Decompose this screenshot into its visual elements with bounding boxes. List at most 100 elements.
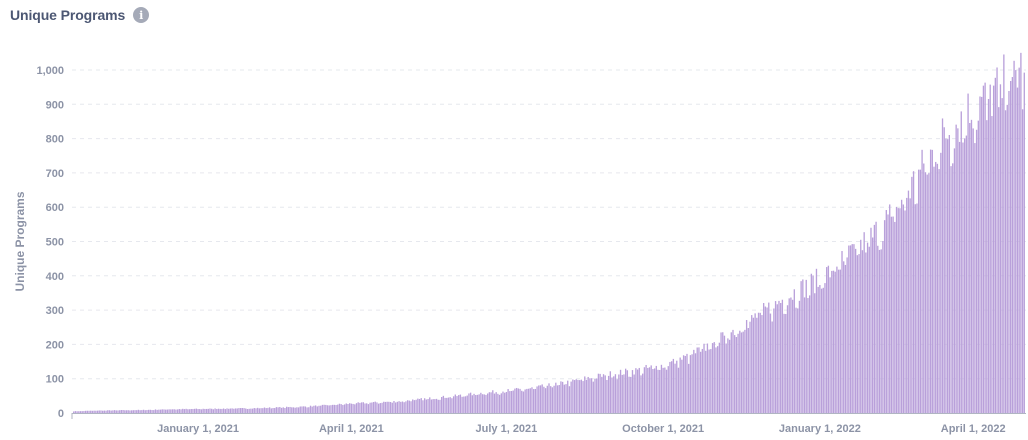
bar [887,214,889,413]
bar [996,67,998,413]
bar [762,303,765,413]
bar [984,82,986,413]
bar [982,85,985,413]
bar [991,116,993,414]
bar [716,346,719,413]
bar [289,406,291,413]
bar [219,408,221,413]
bar [401,401,404,413]
bar [596,378,598,413]
bar [972,128,974,414]
bar [783,313,785,413]
bar [865,252,867,413]
bar [926,174,928,413]
y-tick-label: 200 [46,339,64,351]
bar [739,330,741,413]
bar [464,396,467,413]
bar [303,406,305,413]
bar [81,411,83,413]
bar [338,403,341,413]
bar [388,401,390,413]
bar [638,367,640,413]
bar [628,376,630,413]
bar [444,397,446,413]
bar [619,369,622,413]
bar [192,408,194,413]
bar [751,315,753,413]
bar [696,347,698,413]
bar [1001,98,1003,414]
bar [568,386,571,413]
bar [785,313,787,413]
bar [469,392,472,413]
bar [197,409,199,413]
bar [701,348,703,413]
bar [452,396,455,413]
bar [498,394,501,413]
bar [497,393,499,413]
bar [560,381,562,413]
card-title[interactable]: Unique Programs [10,7,126,23]
bar [798,300,801,413]
bar [493,393,496,413]
bar [406,400,409,413]
bar [521,390,523,413]
bar [708,349,710,413]
bar [331,404,334,413]
bar [640,375,642,413]
bar [851,244,853,413]
bar [76,411,78,413]
bar [328,405,330,413]
bar [761,315,763,413]
bar [948,135,950,413]
bar [814,293,816,413]
bar [655,365,657,413]
bar [451,398,453,413]
bar [875,221,877,413]
bar [749,321,751,413]
bar [756,317,758,413]
bar [468,393,470,413]
bar [91,410,94,413]
bar [146,410,148,413]
bar [323,404,325,413]
bar [817,286,819,413]
bar [894,221,896,413]
bar [778,300,780,413]
bar [614,374,617,413]
bar [120,410,123,413]
bar [403,402,405,413]
bar [604,375,606,413]
bar [853,244,855,413]
bar [481,394,484,413]
bar [909,198,911,413]
bar [505,391,508,413]
bar [418,398,421,413]
bar [296,407,298,413]
bar [168,409,170,413]
bar [429,397,431,413]
bar [889,204,891,413]
bar [868,246,870,413]
bar [878,249,881,413]
bar [994,77,996,413]
bar [376,402,378,413]
bar [672,358,675,413]
bar [330,405,332,413]
bar [587,376,589,413]
bar [320,405,322,413]
bar [677,367,680,413]
bar [1006,104,1008,414]
bar [107,410,109,413]
bar [659,369,661,413]
bar [919,169,922,413]
bar [836,266,838,413]
bar [524,389,526,413]
bar [367,404,370,413]
bar [1020,52,1022,413]
info-icon[interactable]: i [133,7,150,23]
bar [274,408,276,413]
bar [720,332,722,413]
bar [1004,110,1007,413]
bar [870,227,872,413]
